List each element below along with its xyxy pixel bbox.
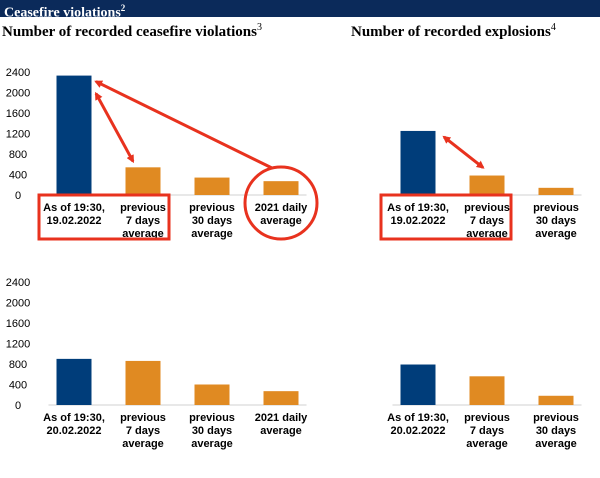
x-tick-label: 2021 daily average	[255, 412, 308, 437]
x-tick-label: 2021 daily average	[255, 202, 308, 227]
bar-4-2	[469, 376, 505, 405]
x-tick-label: As of 19:30, 20.02.2022	[43, 412, 105, 437]
y-tick-label: 0	[15, 190, 21, 202]
y-tick-label: 1600	[6, 108, 30, 120]
y-tick-label: 2000	[6, 88, 30, 100]
y-tick-label: 2000	[6, 298, 30, 310]
arrow-current-to-2021	[94, 80, 273, 170]
y-tick-label: 800	[9, 149, 27, 161]
bar-2-3	[538, 187, 574, 195]
x-tick-label: previous 7 days average	[120, 202, 166, 240]
y-tick-label: 0	[15, 400, 21, 412]
bar-1-4	[263, 181, 299, 195]
y-tick-label: 1200	[6, 129, 30, 141]
bar-1-2	[125, 167, 161, 195]
y-tick-label: 400	[9, 170, 27, 182]
y-tick-label: 400	[9, 380, 27, 392]
highlight-box-violations	[37, 193, 171, 241]
violations-chart-title: Number of recorded ceasefire violations3	[2, 22, 262, 40]
arrow-explosions-current-to-7day	[442, 135, 485, 169]
bar-2-1	[400, 130, 436, 195]
x-tick-label: previous 7 days average	[464, 202, 510, 240]
highlight-circle-2021-average	[243, 165, 319, 241]
bar-3-3	[194, 384, 230, 405]
header-bar: Ceasefire violations2	[0, 0, 600, 21]
chart-2: As of 19:30, 19.02.2022 previous 7 days aver…	[387, 130, 582, 240]
y-tick-label: 1200	[6, 339, 30, 351]
bar-1-1	[56, 75, 92, 195]
x-tick-label: previous 7 days average	[120, 412, 166, 450]
bar-2-2	[469, 175, 505, 195]
y-tick-label: 2400	[6, 67, 30, 79]
highlight-box-explosions	[379, 193, 513, 241]
x-tick-label: previous 30 days average	[189, 202, 235, 240]
x-tick-label: previous 30 days average	[533, 202, 579, 240]
x-tick-label: As of 19:30, 19.02.2022	[387, 202, 449, 227]
x-tick-label: As of 19:30, 19.02.2022	[43, 202, 105, 227]
bar-3-4	[263, 391, 299, 405]
y-tick-label: 2400	[6, 277, 30, 289]
chart-1: 0 400 800 1200 1600 2000 2400 As of 19:30, 19.02…	[6, 67, 308, 240]
x-tick-label: previous 7 days average	[464, 412, 510, 450]
bar-3-1	[56, 358, 92, 405]
x-tick-label: As of 19:30, 20.02.2022	[387, 412, 449, 437]
annotation-layer	[37, 80, 513, 241]
explosions-chart-title: Number of recorded explosions4	[351, 22, 556, 40]
header-title: Ceasefire violations2	[4, 3, 126, 21]
x-tick-label: previous 30 days average	[533, 412, 579, 450]
bar-4-1	[400, 364, 436, 405]
arrow-current-to-7day	[94, 91, 135, 164]
chart-3: 0 400 800 1200 1600 2000 2400 As of 19:30, 20.02…	[6, 277, 308, 450]
bar-1-3	[194, 177, 230, 195]
chart-4: As of 19:30, 20.02.2022 previous 7 days aver…	[387, 364, 582, 450]
y-tick-label: 1600	[6, 318, 30, 330]
x-tick-label: previous 30 days average	[189, 412, 235, 450]
y-tick-label: 800	[9, 359, 27, 371]
bar-4-3	[538, 395, 574, 405]
bar-3-2	[125, 360, 161, 405]
